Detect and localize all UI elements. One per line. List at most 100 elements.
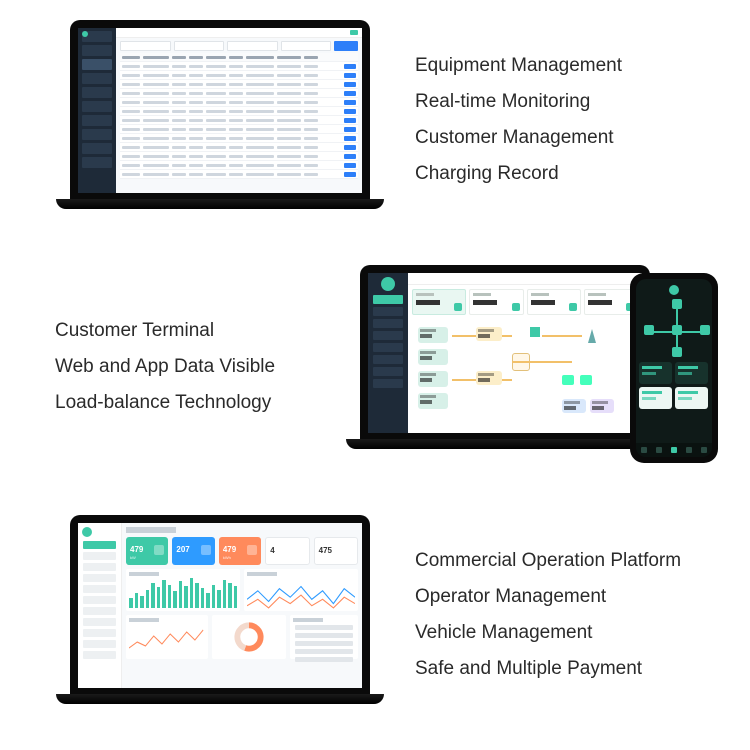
kpi-card[interactable]: 4: [265, 537, 309, 565]
chart-title: [129, 618, 159, 622]
sidebar-item[interactable]: [373, 331, 403, 340]
kpi-card[interactable]: 479kWh: [219, 537, 261, 565]
sidebar-item[interactable]: [82, 115, 112, 126]
row-action-button[interactable]: [344, 100, 356, 105]
sidebar-item[interactable]: [83, 596, 116, 604]
sidebar-item[interactable]: [373, 319, 403, 328]
table-cell: [304, 56, 318, 59]
kpi-card[interactable]: 207: [172, 537, 214, 565]
row-action-button[interactable]: [344, 172, 356, 177]
table-cell: [206, 155, 226, 158]
row-action-button[interactable]: [344, 118, 356, 123]
sidebar-item[interactable]: [83, 585, 116, 593]
table-cell: [172, 119, 186, 122]
table-cell: [246, 173, 274, 176]
search-button[interactable]: [334, 41, 358, 51]
list-item[interactable]: [295, 641, 353, 646]
sidebar-item[interactable]: [83, 541, 116, 549]
phone-kpi-card[interactable]: [675, 362, 708, 384]
table-row[interactable]: [120, 134, 358, 143]
filter-input[interactable]: [120, 41, 171, 51]
table-cell: [277, 56, 301, 59]
nav-item[interactable]: [686, 447, 692, 453]
row-action-button[interactable]: [344, 64, 356, 69]
phone-kpi-card[interactable]: [675, 387, 708, 409]
sidebar-item[interactable]: [83, 629, 116, 637]
grid-tower-icon: [588, 329, 596, 343]
chart-title: [129, 572, 159, 576]
sidebar-item[interactable]: [83, 607, 116, 615]
table-row[interactable]: [120, 80, 358, 89]
row-action-button[interactable]: [344, 82, 356, 87]
kpi-card[interactable]: 475: [314, 537, 358, 565]
row-action-button[interactable]: [344, 109, 356, 114]
nav-item[interactable]: [656, 447, 662, 453]
sidebar-item[interactable]: [83, 640, 116, 648]
row-action-button[interactable]: [344, 154, 356, 159]
sidebar-item[interactable]: [83, 574, 116, 582]
table-row[interactable]: [120, 62, 358, 71]
list-item[interactable]: [295, 649, 353, 654]
row-action-button[interactable]: [344, 73, 356, 78]
filter-input[interactable]: [227, 41, 278, 51]
user-badge-icon[interactable]: [350, 30, 358, 35]
row-action-button[interactable]: [344, 163, 356, 168]
sidebar-item[interactable]: [373, 367, 403, 376]
list-item[interactable]: [295, 657, 353, 662]
nav-item[interactable]: [641, 447, 647, 453]
bar: [228, 583, 232, 608]
filter-input[interactable]: [281, 41, 332, 51]
table-cell: [304, 110, 318, 113]
sidebar-item[interactable]: [83, 651, 116, 659]
table-row[interactable]: [120, 98, 358, 107]
phone-kpi-card[interactable]: [639, 387, 672, 409]
kpi-card[interactable]: [469, 289, 523, 315]
row-action-button[interactable]: [344, 91, 356, 96]
sidebar-item[interactable]: [82, 87, 112, 98]
sidebar-item[interactable]: [82, 73, 112, 84]
table-row[interactable]: [120, 143, 358, 152]
nav-item[interactable]: [671, 447, 677, 453]
sidebar-item[interactable]: [82, 45, 112, 56]
table-cell: [229, 101, 243, 104]
table-row[interactable]: [120, 152, 358, 161]
sidebar-item[interactable]: [373, 307, 403, 316]
sidebar-item[interactable]: [83, 618, 116, 626]
table-row[interactable]: [120, 161, 358, 170]
sidebar-item[interactable]: [373, 295, 403, 304]
row-action-button[interactable]: [344, 145, 356, 150]
sidebar-item[interactable]: [82, 157, 112, 168]
list-item[interactable]: [295, 633, 353, 638]
bar: [140, 596, 144, 608]
kpi-card[interactable]: [527, 289, 581, 315]
sidebar-item[interactable]: [373, 355, 403, 364]
sidebar-item[interactable]: [82, 143, 112, 154]
kpi-card[interactable]: 479kW: [126, 537, 168, 565]
table-row[interactable]: [120, 71, 358, 80]
table-cell: [172, 92, 186, 95]
table-cell: [122, 110, 140, 113]
sidebar-item[interactable]: [83, 563, 116, 571]
list-item[interactable]: [295, 625, 353, 630]
table-row[interactable]: [120, 107, 358, 116]
bar: [168, 585, 172, 608]
sidebar-item[interactable]: [83, 552, 116, 560]
row-action-button[interactable]: [344, 127, 356, 132]
table-cell: [304, 164, 318, 167]
sidebar-item[interactable]: [373, 379, 403, 388]
table-row[interactable]: [120, 125, 358, 134]
sidebar-item[interactable]: [82, 59, 112, 70]
phone-kpi-card[interactable]: [639, 362, 672, 384]
table-row[interactable]: [120, 89, 358, 98]
table-row[interactable]: [120, 170, 358, 179]
sidebar-item[interactable]: [82, 129, 112, 140]
kpi-card[interactable]: [412, 289, 466, 315]
filter-input[interactable]: [174, 41, 225, 51]
ev-charger-icon: [562, 375, 574, 385]
nav-item[interactable]: [701, 447, 707, 453]
row-action-button[interactable]: [344, 136, 356, 141]
table-row[interactable]: [120, 116, 358, 125]
sidebar-item[interactable]: [82, 101, 112, 112]
equipment-table: [120, 53, 358, 179]
sidebar-item[interactable]: [373, 343, 403, 352]
